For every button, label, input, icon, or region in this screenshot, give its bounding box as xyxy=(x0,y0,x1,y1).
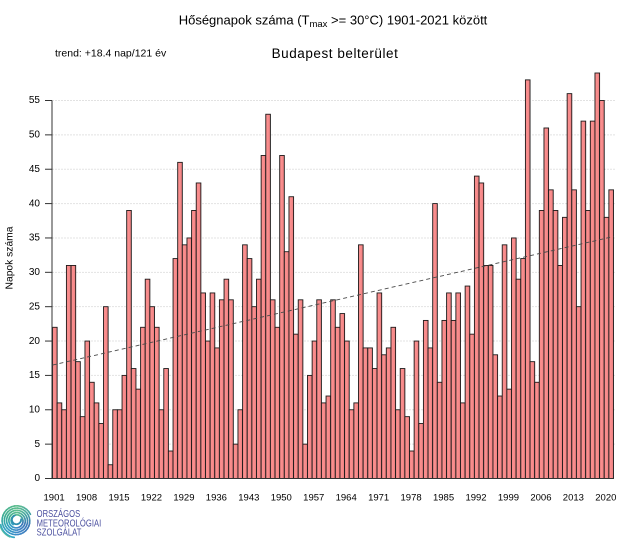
svg-text:15: 15 xyxy=(29,370,41,381)
svg-text:1978: 1978 xyxy=(401,492,422,503)
svg-text:20: 20 xyxy=(29,336,41,347)
svg-text:2006: 2006 xyxy=(530,492,551,503)
svg-text:5: 5 xyxy=(34,439,40,450)
svg-text:1957: 1957 xyxy=(303,492,324,503)
svg-text:1992: 1992 xyxy=(465,492,486,503)
svg-text:10: 10 xyxy=(29,404,41,415)
svg-text:30: 30 xyxy=(29,267,41,278)
svg-text:1908: 1908 xyxy=(76,492,97,503)
svg-text:1929: 1929 xyxy=(173,492,194,503)
svg-text:45: 45 xyxy=(29,164,41,175)
svg-text:25: 25 xyxy=(29,301,41,312)
svg-text:Hőségnapok száma (Tmax >= 30°C: Hőségnapok száma (Tmax >= 30°C) 1901-202… xyxy=(179,13,488,31)
svg-text:1943: 1943 xyxy=(238,492,259,503)
svg-text:2020: 2020 xyxy=(595,492,616,503)
svg-text:1901: 1901 xyxy=(44,492,65,503)
svg-text:1985: 1985 xyxy=(433,492,454,503)
svg-text:1950: 1950 xyxy=(271,492,292,503)
svg-text:1936: 1936 xyxy=(206,492,227,503)
svg-text:1999: 1999 xyxy=(498,492,519,503)
svg-text:1915: 1915 xyxy=(108,492,129,503)
svg-text:trend: +18.4 nap/121 év: trend: +18.4 nap/121 év xyxy=(55,47,167,59)
svg-text:1964: 1964 xyxy=(336,492,357,503)
svg-text:SZOLGÁLAT: SZOLGÁLAT xyxy=(37,526,82,537)
svg-text:Napok száma: Napok száma xyxy=(5,226,16,289)
svg-text:0: 0 xyxy=(34,473,40,484)
svg-text:1971: 1971 xyxy=(368,492,389,503)
svg-text:35: 35 xyxy=(29,233,41,244)
svg-text:2013: 2013 xyxy=(563,492,584,503)
svg-text:50: 50 xyxy=(29,130,41,141)
svg-text:55: 55 xyxy=(29,95,41,106)
svg-text:40: 40 xyxy=(29,198,41,209)
svg-text:Budapest belterület: Budapest belterület xyxy=(272,46,399,61)
svg-text:1922: 1922 xyxy=(141,492,162,503)
